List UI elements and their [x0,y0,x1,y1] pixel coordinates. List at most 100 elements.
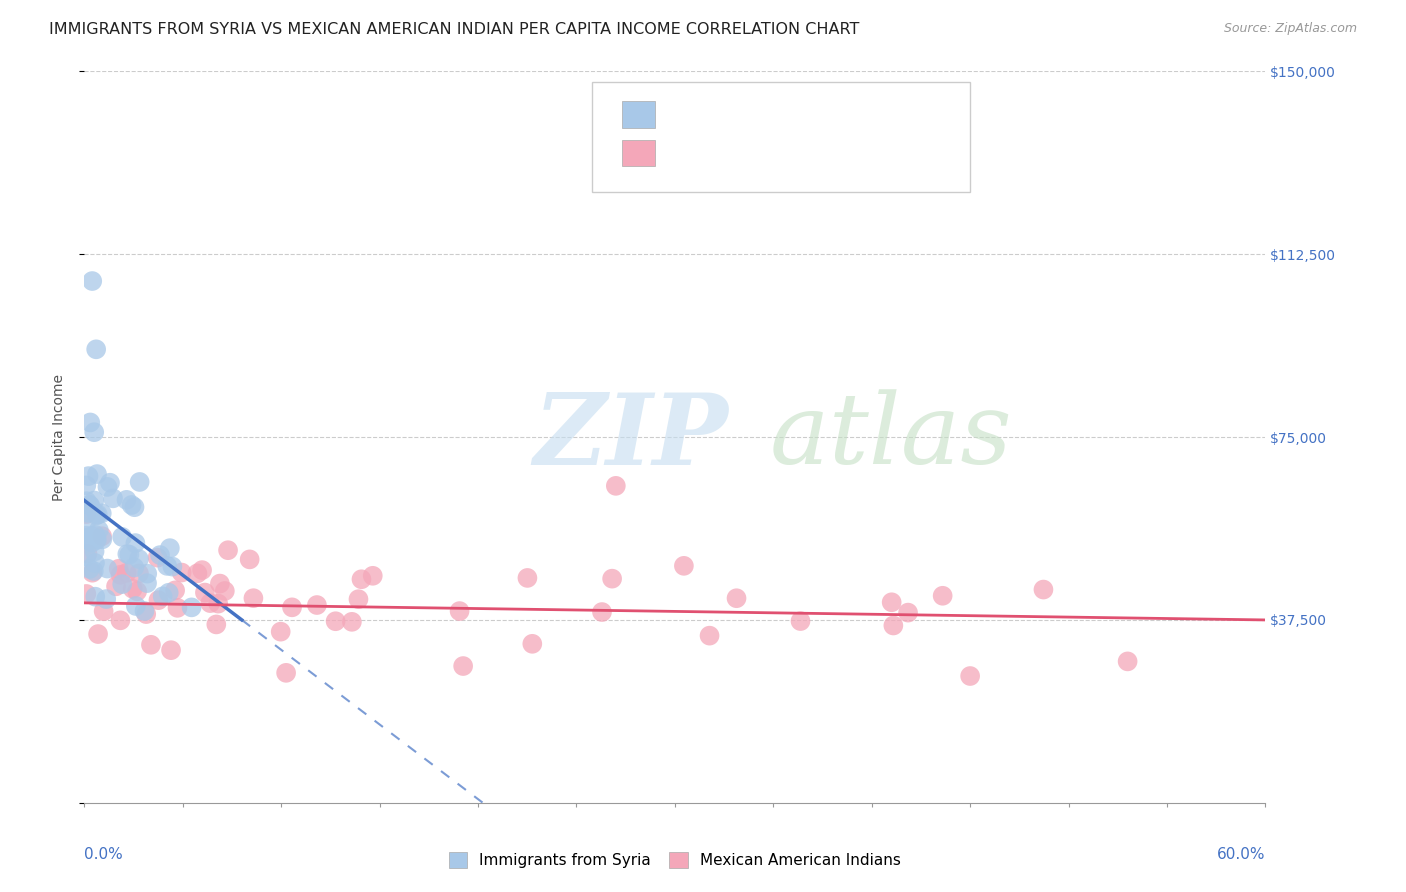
Point [107,562,129,576]
Point [77,506,100,520]
Text: IMMIGRANTS FROM SYRIA VS MEXICAN AMERICAN INDIAN PER CAPITA INCOME CORRELATION C: IMMIGRANTS FROM SYRIA VS MEXICAN AMERICA… [49,22,859,37]
Y-axis label: Per Capita Income: Per Capita Income [52,374,66,500]
Point [91,533,114,547]
Point [149,548,172,562]
Point [98,475,121,490]
Point [90,506,112,520]
Point [75,549,97,564]
Point [80,535,103,549]
Point [117,547,139,561]
Point [522,637,544,651]
Point [86,533,108,547]
Point [83,425,105,440]
Point [124,560,146,574]
Point [79,416,101,430]
Point [96,480,118,494]
Point [897,606,920,620]
Point [110,613,132,627]
Point [340,615,363,629]
Point [76,494,98,508]
Point [84,528,107,542]
FancyBboxPatch shape [621,140,655,167]
Point [166,600,188,615]
Point [110,567,132,582]
Point [959,669,981,683]
Point [159,541,181,556]
Point [87,523,110,537]
Point [125,599,148,613]
Point [83,493,105,508]
Point [451,659,474,673]
Point [96,561,118,575]
Point [207,597,229,611]
Point [79,499,101,513]
Point [361,569,384,583]
Point [79,562,101,576]
Point [789,614,811,628]
Point [77,531,100,545]
Point [152,590,174,604]
Point [214,584,236,599]
FancyBboxPatch shape [592,82,970,192]
Point [115,566,138,580]
Point [84,343,107,357]
Point [80,529,103,543]
Point [84,590,107,604]
Point [725,591,748,606]
Point [124,536,146,550]
Point [82,566,104,580]
Point [170,566,193,580]
Point [146,550,169,565]
Point [1032,582,1054,597]
Point [128,566,150,581]
Point [128,475,150,489]
Point [83,544,105,558]
Point [127,584,149,599]
Point [194,585,217,599]
Point [157,585,180,599]
FancyBboxPatch shape [621,101,655,128]
Point [605,479,627,493]
Point [76,514,98,528]
Point [135,607,157,621]
Point [79,498,101,512]
Point [134,604,156,618]
Point [136,576,159,591]
Point [121,498,143,512]
Point [148,593,170,607]
Point [162,559,184,574]
Point [516,571,538,585]
Point [91,529,114,543]
Point [160,643,183,657]
Point [77,469,100,483]
Point [86,508,108,523]
Text: Source: ZipAtlas.com: Source: ZipAtlas.com [1223,22,1357,36]
Point [591,605,613,619]
Point [242,591,264,606]
Point [600,572,623,586]
Point [205,617,228,632]
Legend: Immigrants from Syria, Mexican American Indians: Immigrants from Syria, Mexican American … [449,853,901,868]
Point [96,592,118,607]
Point [1116,654,1139,668]
Text: 0.0%: 0.0% [84,847,124,862]
Text: 60.0%: 60.0% [1218,847,1265,862]
Point [101,491,124,506]
Point [347,592,370,607]
Point [75,507,97,521]
Point [75,478,97,492]
Point [121,582,143,596]
Point [115,492,138,507]
Point [105,579,128,593]
Point [270,624,292,639]
Point [882,618,904,632]
Text: R = -0.200   N = 60: R = -0.200 N = 60 [669,106,818,121]
Point [84,556,107,570]
Point [274,665,297,680]
Point [76,547,98,561]
Point [136,566,159,581]
Point [325,614,347,628]
Point [75,587,97,601]
Point [83,564,105,578]
Point [449,604,471,618]
